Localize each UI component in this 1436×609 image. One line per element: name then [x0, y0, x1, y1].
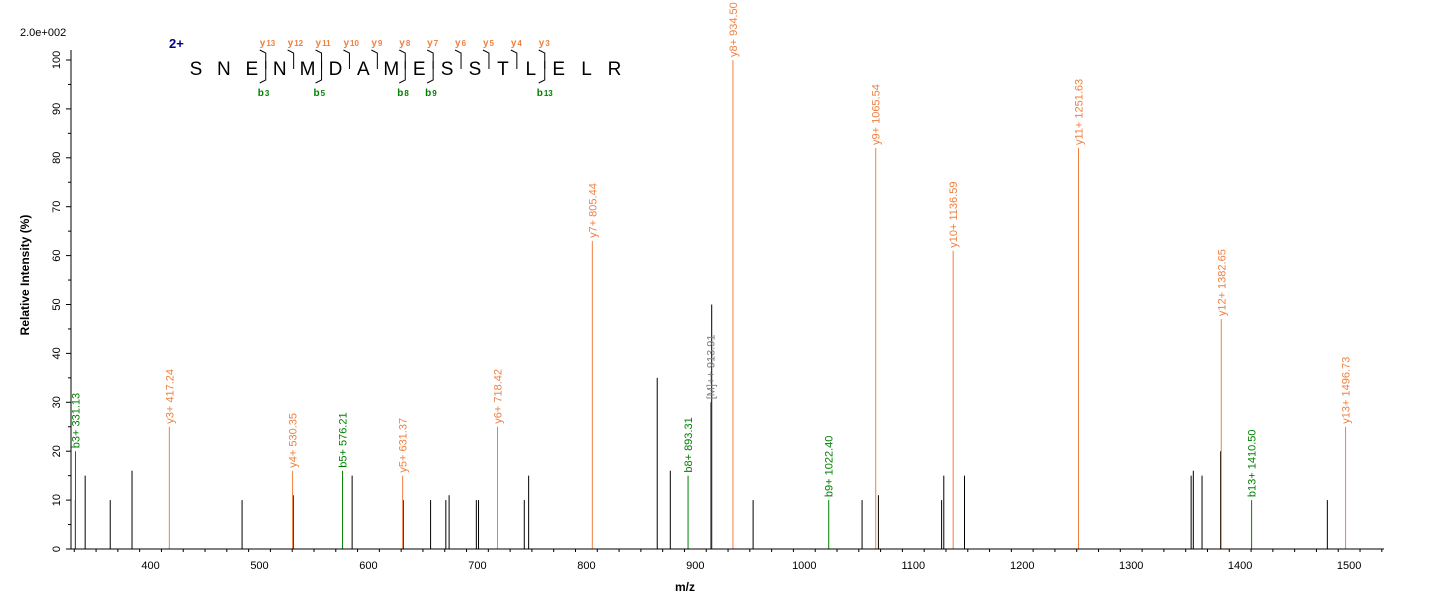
y-tick-label: 50	[51, 298, 63, 310]
sequence-residue: A	[357, 59, 370, 80]
b-ion-peak-label: b3+ 331.13	[71, 393, 83, 448]
x-tick-label: 500	[250, 560, 268, 572]
y-ion-cleavage-mark	[399, 49, 406, 69]
y-ion-marker: y5	[483, 38, 495, 49]
y-tick-label: 100	[51, 51, 63, 69]
sequence-residue: M	[383, 59, 399, 80]
sequence-residue: E	[245, 59, 258, 80]
charge-state-label: 2+	[169, 36, 184, 51]
b-ion-peak-label: b5+ 576.21	[338, 412, 350, 467]
y-tick-label: 10	[51, 494, 63, 506]
sequence-residue: S	[469, 59, 482, 80]
y-ion-marker: y9	[371, 38, 383, 49]
y-ion-marker: y8	[399, 38, 411, 49]
sequence-residue: N	[273, 59, 287, 80]
b-ion-marker: b13	[537, 88, 554, 99]
y-tick-label: 0	[51, 546, 63, 552]
x-tick-label: 400	[141, 560, 159, 572]
sequence-residue: L	[526, 59, 537, 80]
b-ion-marker: b8	[397, 88, 409, 99]
peaks	[74, 60, 1347, 549]
y-ion-peak-label: y9+ 1065.54	[871, 84, 883, 145]
y-axis-title: Relative Intensity (%)	[18, 215, 32, 336]
axes: 0 10 20 30 40 50 60 70 80 90 100 400 500 600 700 800 900…	[51, 50, 1384, 572]
y-ion-marker: y13	[260, 38, 276, 49]
sequence-residue: D	[329, 59, 343, 80]
x-tick-label: 1300	[1119, 560, 1143, 572]
y-ion-peak-label: y4+ 530.35	[288, 413, 300, 468]
b-ion-marker: b3	[258, 88, 270, 99]
x-tick-label: 800	[577, 560, 595, 572]
b-ion-peak-label: b8+ 893.31	[683, 417, 695, 472]
b-ion-cleavage-mark	[399, 61, 406, 84]
y-ion-peak-label: y8+ 934.50	[728, 2, 740, 57]
sequence-residue: R	[608, 59, 622, 80]
y-max-intensity-label: 2.0e+002	[20, 27, 66, 39]
sequence-residue: N	[217, 59, 231, 80]
y-ion-peak-label: y6+ 718.42	[493, 369, 505, 424]
y-ion-peak-label: y3+ 417.24	[164, 369, 176, 424]
y-tick-label: 30	[51, 396, 63, 408]
precursor-ion-peak-label: [M]++ 913.91	[706, 334, 718, 399]
y-ion-peak-label: y7+ 805.44	[587, 183, 599, 238]
y-ion-cleavage-mark	[482, 49, 490, 69]
b-ion-cleavage-mark	[315, 61, 323, 84]
y-tick-label: 60	[51, 249, 63, 261]
sequence-residue: E	[552, 59, 565, 80]
sequence-residue: E	[413, 59, 426, 80]
y-ion-peak-label: y13+ 1496.73	[1341, 357, 1353, 424]
y-ion-marker: y10	[343, 38, 359, 49]
b-ion-cleavage-mark	[538, 61, 546, 84]
x-tick-label: 700	[468, 560, 486, 572]
b-ion-peak-label: b9+ 1022.40	[824, 436, 836, 497]
y-ion-cleavage-mark	[371, 49, 378, 69]
b-ion-peak-label: b13+ 1410.50	[1247, 429, 1259, 497]
x-tick-label: 1100	[901, 560, 925, 572]
x-tick-label: 1000	[792, 560, 816, 572]
b-ion-cleavage-mark	[259, 61, 267, 84]
b-ion-cleavage-mark	[426, 61, 434, 84]
y-ion-marker: y3	[539, 38, 551, 49]
sequence-residue: M	[300, 59, 316, 80]
b-ion-marker: b9	[425, 88, 437, 99]
y-ion-marker: y7	[427, 38, 439, 49]
y-ion-peak-label: y12+ 1382.65	[1216, 249, 1228, 316]
y-ion-marker: y11	[316, 38, 332, 49]
y-tick-label: 90	[51, 103, 63, 115]
y-tick-label: 70	[51, 201, 63, 213]
y-ion-peak-label: y10+ 1136.59	[948, 182, 960, 248]
y-ion-cleavage-mark	[259, 49, 267, 69]
y-ion-cleavage-mark	[510, 49, 518, 69]
y-tick-label: 80	[51, 152, 63, 164]
b-ion-marker: b5	[314, 88, 326, 99]
y-ion-peak-label: y5+ 631.37	[398, 418, 410, 473]
sequence-residue: T	[497, 59, 509, 80]
y-ion-cleavage-mark	[287, 49, 295, 69]
y-ion-cleavage-mark	[454, 49, 462, 69]
y-ion-marker: y12	[288, 38, 304, 49]
y-ion-marker: y6	[455, 38, 467, 49]
y-tick-label: 20	[51, 445, 63, 457]
x-tick-label: 900	[686, 560, 704, 572]
peak-labels: b3+ 331.13 y3+ 417.24 y4+ 530.35 b5+ 576.21…	[71, 2, 1353, 497]
x-tick-label: 1200	[1010, 560, 1034, 572]
x-tick-label: 600	[359, 560, 377, 572]
y-tick-label: 40	[51, 347, 63, 359]
sequence-residue: S	[441, 59, 454, 80]
y-ion-peak-label: y11+ 1251.63	[1074, 79, 1086, 145]
sequence-residue: S	[190, 59, 203, 80]
x-tick-label: 1500	[1337, 560, 1361, 572]
y-ion-cleavage-mark	[315, 49, 323, 69]
y-ion-cleavage-mark	[538, 49, 546, 69]
y-ion-marker: y4	[511, 38, 523, 49]
sequence-residue: L	[581, 59, 592, 80]
x-tick-label: 1400	[1228, 560, 1252, 572]
x-axis-title: m/z	[675, 580, 695, 594]
y-ion-cleavage-mark	[426, 49, 434, 69]
y-ion-cleavage-mark	[343, 49, 350, 69]
